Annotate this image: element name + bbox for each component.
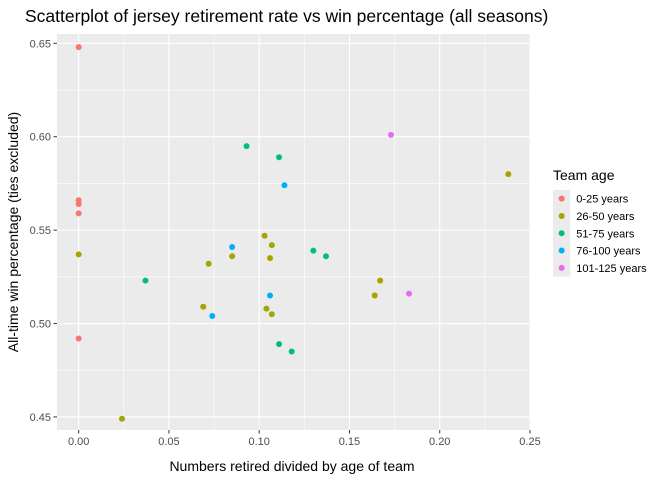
legend-label: 26-50 years [576, 211, 635, 223]
data-point-series-1 [371, 292, 378, 299]
chart-title: Scatterplot of jersey retirement rate vs… [25, 6, 548, 26]
y-axis: 0.45 0.50 0.55 0.60 0.65 [30, 38, 57, 424]
data-point-series-3 [267, 292, 274, 299]
y-tick-label: 0.55 [30, 225, 51, 237]
data-point-series-0 [75, 44, 82, 51]
data-point-series-1 [118, 415, 125, 422]
legend-label: 0-25 years [576, 194, 628, 206]
data-point-series-1 [263, 305, 270, 312]
data-point-series-1 [268, 311, 275, 318]
x-tick-label: 0.20 [429, 436, 450, 448]
data-point-series-1 [205, 260, 212, 267]
y-tick-label: 0.50 [30, 319, 51, 331]
data-point-series-2 [243, 143, 250, 150]
x-tick-label: 0.10 [248, 436, 269, 448]
legend-label: 76-100 years [576, 246, 641, 258]
data-point-series-4 [387, 131, 394, 138]
data-point-series-2 [310, 247, 317, 254]
legend-key-point [558, 247, 565, 254]
y-axis-title: All-time win percentage (ties excluded) [5, 112, 21, 352]
data-point-series-1 [267, 255, 274, 262]
legend-title: Team age [553, 167, 615, 183]
legend-key-point [558, 264, 565, 271]
data-point-series-1 [377, 277, 384, 284]
data-point-series-2 [276, 154, 283, 161]
data-point-series-2 [322, 253, 329, 260]
data-points [75, 44, 512, 422]
data-point-series-2 [142, 277, 149, 284]
legend: Team age 0-25 years 26-50 years 51-75 year… [553, 167, 647, 277]
legend-key-point [558, 230, 565, 237]
data-point-series-1 [261, 232, 268, 239]
legend-key-point [558, 195, 565, 202]
grid-lines [57, 34, 531, 430]
data-point-series-3 [209, 313, 216, 320]
y-tick-label: 0.45 [30, 412, 51, 424]
data-point-series-3 [281, 182, 288, 189]
data-point-series-1 [75, 251, 82, 258]
data-point-series-4 [406, 290, 413, 297]
y-tick-label: 0.65 [30, 38, 51, 50]
data-point-series-1 [505, 171, 512, 178]
plot-panel [57, 34, 530, 430]
legend-key-point [558, 212, 565, 219]
x-axis-title: Numbers retired divided by age of team [169, 458, 414, 474]
data-point-series-0 [75, 210, 82, 217]
data-point-series-0 [75, 200, 82, 207]
data-point-series-3 [229, 243, 236, 250]
data-point-series-1 [229, 253, 236, 260]
x-tick-label: 0.15 [339, 436, 360, 448]
x-tick-label: 0.25 [519, 436, 540, 448]
x-axis: 0.00 0.05 0.10 0.15 0.20 0.25 [68, 430, 541, 448]
y-tick-label: 0.60 [30, 132, 51, 144]
data-point-series-2 [276, 341, 283, 348]
legend-label: 101-125 years [576, 263, 647, 275]
data-point-series-2 [288, 348, 295, 355]
data-point-series-1 [268, 242, 275, 249]
x-tick-label: 0.05 [158, 436, 179, 448]
data-point-series-0 [75, 335, 82, 342]
x-tick-label: 0.00 [68, 436, 89, 448]
legend-label: 51-75 years [576, 228, 635, 240]
data-point-series-1 [200, 303, 207, 310]
